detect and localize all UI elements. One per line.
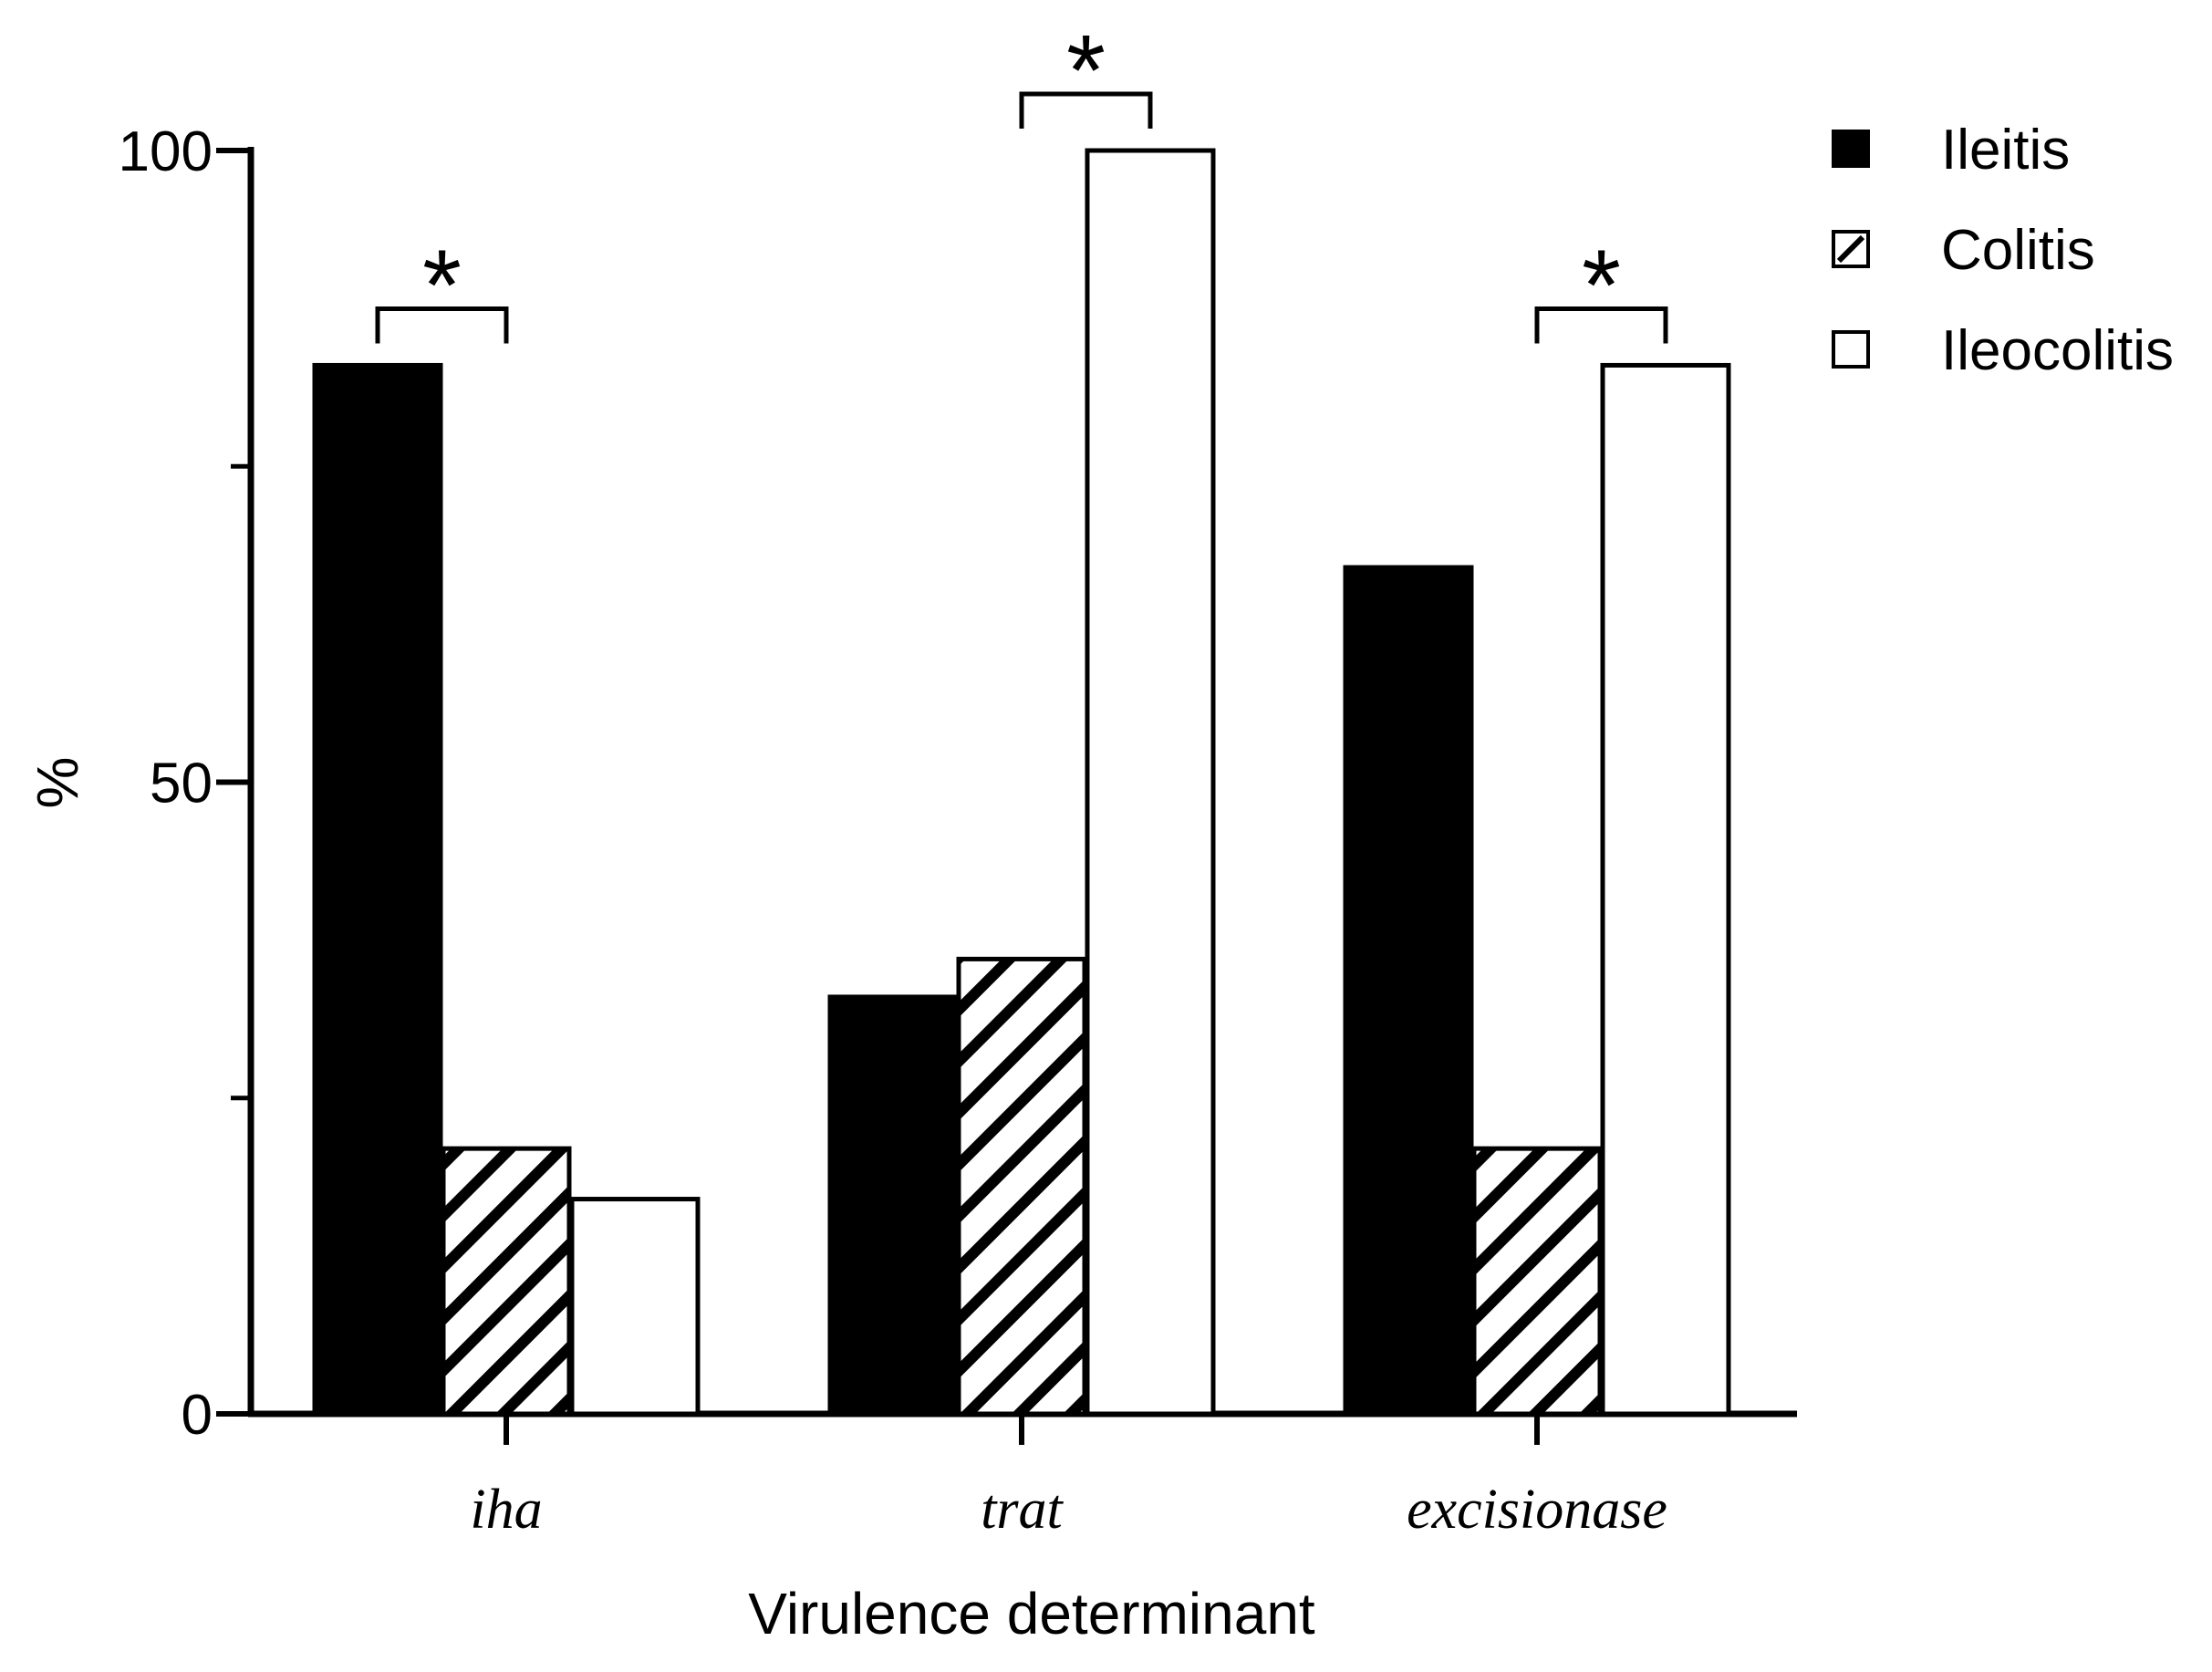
bar-ileocolitis-excisionase (1600, 362, 1731, 1417)
significance-bracket-trat (1019, 91, 1153, 129)
bar-ileocolitis-trat (1085, 148, 1216, 1417)
bar-ileitis-trat (827, 994, 959, 1417)
significance-bracket-excisionase (1534, 306, 1668, 344)
y-tick-label: 100 (119, 120, 213, 183)
legend-label-ileitis: Ileitis (1941, 119, 2070, 182)
legend-label-ileocolitis: Ileocolitis (1941, 319, 2174, 382)
legend-swatch-hatch-line (1836, 234, 1865, 264)
significance-star-trat: * (1066, 15, 1106, 127)
bar-ileitis-iha (312, 362, 443, 1417)
bars (312, 148, 1731, 1417)
y-tick-label: 0 (182, 1384, 213, 1447)
x-tick-label-iha: iha (470, 1479, 542, 1541)
legend-label-colitis: Colitis (1941, 219, 2095, 282)
x-tick-label-excisionase: excisionase (1407, 1479, 1667, 1541)
x-axis-title: Virulence determinant (748, 1581, 1315, 1646)
legend: Ileitis Colitis Ileocolitis (1832, 119, 2174, 382)
bar-colitis-excisionase (1471, 1146, 1603, 1417)
significance-star-excisionase: * (1582, 229, 1621, 341)
significance-brackets: * * * (375, 15, 1668, 344)
bar-ileitis-excisionase (1343, 565, 1474, 1417)
legend-swatch-ileocolitis (1832, 330, 1870, 369)
x-tick-label-trat: trat (981, 1479, 1064, 1541)
bar-colitis-iha (441, 1146, 572, 1417)
legend-swatch-ileitis (1832, 130, 1870, 168)
bar-ileocolitis-iha (569, 1197, 701, 1417)
significance-bracket-iha (375, 306, 509, 344)
y-axis-title: % (25, 757, 90, 809)
significance-star-iha: * (422, 229, 462, 341)
y-tick-label: 50 (150, 753, 213, 815)
bar-colitis-trat (956, 956, 1087, 1417)
